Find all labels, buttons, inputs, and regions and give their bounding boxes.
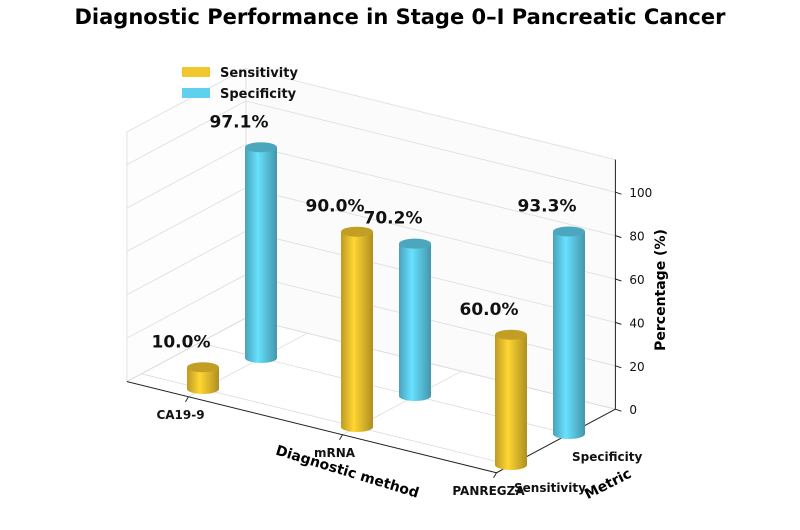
x-tick-label: CA19-9 [156,408,204,422]
z-tick-label: 20 [629,360,644,374]
bar-top [399,238,431,249]
bar-body [553,231,585,439]
bar-top [245,142,277,153]
z-tick [615,365,622,369]
z-axis-label: Percentage (%) [653,229,669,351]
x-tick-label: PANREGZA [452,484,525,498]
y-tick-label: Specificity [572,450,642,464]
z-tick [615,235,622,239]
bar-specificity-mrna [399,238,431,401]
chart-legend: Sensitivity Specificity [182,66,298,102]
value-label: 90.0% [306,197,365,217]
bar-body [399,243,431,401]
value-label: 97.1% [210,112,269,132]
chart-labels: 10.0% 90.0% 60.0% 97.1% 70.2% 93.3% [152,112,577,352]
z-tick [615,278,622,282]
bar-sensitivity-panregza [495,329,527,470]
bar-body [341,231,373,432]
value-label: 10.0% [152,332,211,352]
z-gridline [126,100,616,193]
z-tick [615,321,622,325]
bar-top [341,226,373,237]
z-tick-label: 0 [629,403,637,417]
x-tick [185,396,189,403]
value-label: 93.3% [518,197,577,217]
bar-top [553,226,585,237]
z-tick [615,191,622,195]
chart-axes: 0 20 40 60 80 100 CA19-9 mRNA PANREGZASensitivit… [126,159,652,498]
bar-specificity-panregza [553,226,585,439]
bar-top [495,329,527,340]
y-axis-label: Metric [582,466,634,503]
value-label: 60.0% [460,300,519,320]
bar-body [245,147,277,363]
z-tick-label: 40 [629,316,644,330]
legend-label-specificity: Specificity [220,87,297,102]
z-tick-label: 80 [629,230,644,244]
bar-sensitivity-mrna [341,226,373,432]
bar-specificity-ca19-9 [245,142,277,363]
z-tick-label: 60 [629,273,644,287]
bar-body [495,334,527,470]
bar-body [187,367,219,394]
x-tick [339,434,343,441]
y-tick-label: Sensitivity [514,481,586,495]
legend-label-sensitivity: Sensitivity [220,66,298,81]
chart-bars [187,142,585,470]
z-tick-label: 100 [629,186,652,200]
chart-title: Diagnostic Performance in Stage 0–I Panc… [75,5,727,29]
z-gridline [126,143,616,236]
legend-swatch-specificity [182,88,210,98]
x-tick [493,472,497,479]
legend-swatch-sensitivity [182,67,210,77]
bar-sensitivity-ca19-9 [187,362,219,394]
value-label: 70.2% [364,209,423,229]
x-tick-label: mRNA [314,446,356,460]
bar-top [187,362,219,373]
z-tick [615,408,622,412]
